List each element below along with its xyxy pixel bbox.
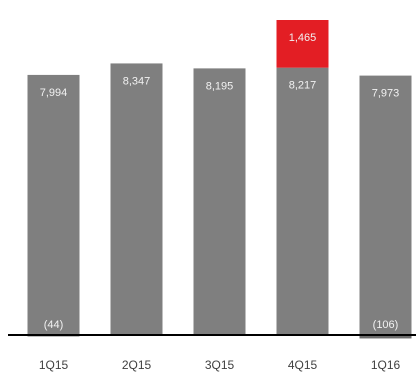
x-tick-label: 1Q15 xyxy=(39,358,69,372)
value-label: (106) xyxy=(373,319,399,331)
value-label: 8,195 xyxy=(206,80,234,92)
x-tick-label: 4Q15 xyxy=(288,358,318,372)
x-tick-label: 1Q16 xyxy=(371,358,401,372)
bar-segment xyxy=(276,67,329,335)
x-tick-label: 2Q15 xyxy=(122,358,152,372)
value-label: 7,994 xyxy=(40,87,68,99)
bar-segment xyxy=(359,75,412,336)
bar-segment xyxy=(276,20,329,68)
value-label: 7,973 xyxy=(372,88,400,100)
value-label: 8,347 xyxy=(123,75,151,87)
bar-segment xyxy=(193,68,246,335)
bar-segment xyxy=(110,63,163,336)
bar-segment xyxy=(359,335,412,339)
value-label: 1,465 xyxy=(289,32,317,44)
value-label: 8,217 xyxy=(289,80,317,92)
x-tick-label: 3Q15 xyxy=(205,358,235,372)
bar-segment xyxy=(27,74,80,336)
value-label: (44) xyxy=(44,319,64,331)
